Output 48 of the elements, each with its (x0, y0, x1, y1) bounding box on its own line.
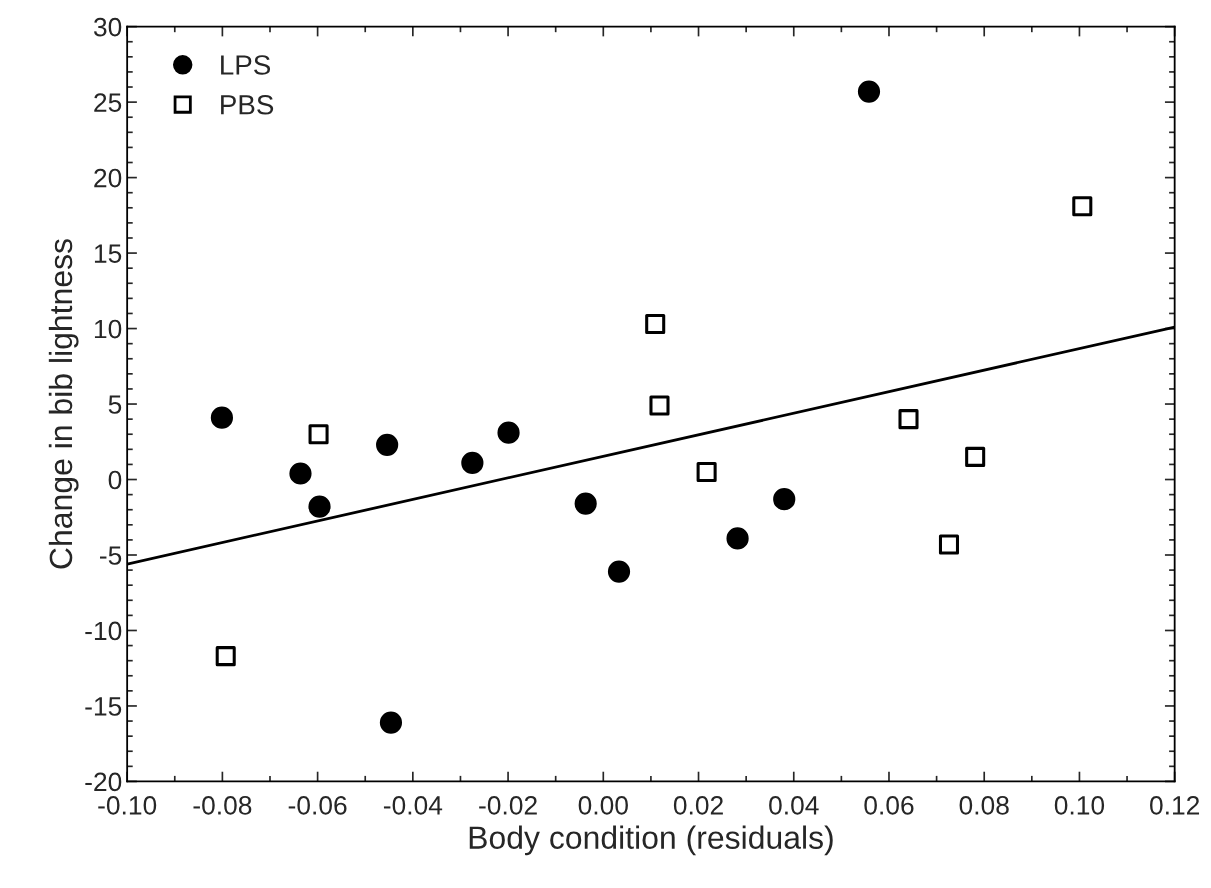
x-tick-label: -0.10 (98, 796, 157, 815)
y-tick-label: 20 (94, 168, 122, 188)
x-tick-label: 0.06 (864, 796, 914, 815)
point (210, 406, 234, 429)
point (696, 461, 717, 483)
point (461, 451, 484, 475)
y-tick-label: 10 (94, 319, 122, 339)
y-tick-label: 30 (93, 17, 122, 37)
point (645, 314, 666, 335)
x-tick-label: 0.00 (578, 796, 628, 815)
y-tick-label: 0 (108, 470, 122, 490)
point (379, 711, 403, 734)
y-tick-label: -15 (85, 697, 122, 716)
point (773, 488, 796, 511)
point (497, 421, 520, 444)
point (215, 646, 236, 667)
x-tick-label: -0.04 (383, 796, 443, 815)
point (376, 433, 399, 456)
y-tick-label: 25 (94, 93, 122, 112)
y-tick-label: -20 (85, 772, 122, 792)
point (965, 446, 986, 467)
y-tick-label: 5 (108, 395, 122, 414)
x-tick-label: -0.06 (288, 796, 347, 815)
x-tick-label: 0.10 (1054, 796, 1105, 815)
legend-label: PBS (221, 94, 274, 115)
point (289, 462, 312, 485)
legend-label: LPS (221, 55, 271, 75)
x-tick-label: -0.08 (193, 796, 252, 815)
x-axis-title: Body condition (residuals) (469, 825, 833, 856)
y-tick-label: -5 (100, 546, 122, 565)
point (938, 534, 960, 555)
y-axis-title: Change in bib lightness (48, 239, 79, 569)
point (574, 492, 597, 515)
x-tick-label: 0.04 (769, 796, 819, 815)
x-tick-label: -0.02 (479, 796, 537, 815)
x-tick-label: 0.02 (673, 796, 723, 815)
y-tick-label: 15 (94, 244, 122, 263)
point (649, 395, 670, 416)
point (308, 495, 331, 518)
point (308, 424, 329, 445)
x-tick-label: 0.12 (1150, 796, 1200, 815)
point (1072, 196, 1093, 217)
x-tick-label: 0.08 (959, 796, 1009, 815)
point (607, 560, 631, 583)
point (726, 527, 749, 550)
point (857, 80, 881, 103)
y-tick-label: -10 (85, 621, 122, 641)
point (898, 409, 919, 430)
